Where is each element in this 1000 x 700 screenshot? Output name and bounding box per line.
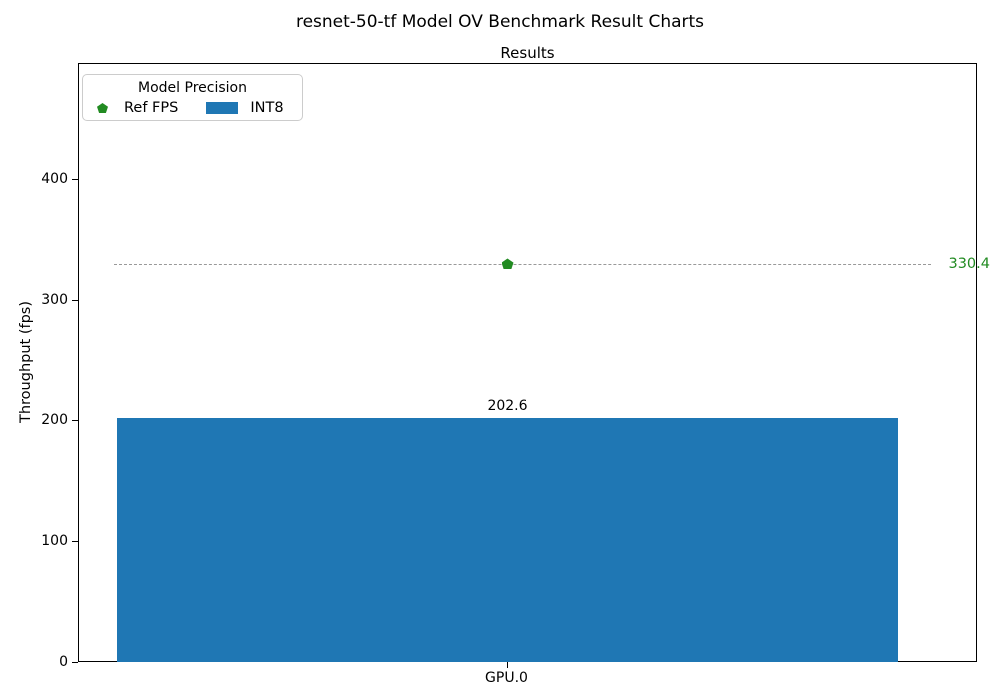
int8-color-swatch-icon [206, 102, 239, 114]
y-tick-label: 200 [41, 412, 68, 429]
legend-row: Ref FPS INT8 [83, 100, 302, 116]
y-tick-label: 300 [41, 291, 68, 308]
legend-item-ref-fps: Ref FPS [97, 100, 178, 116]
ref-fps-pentagon-marker-icon [501, 258, 514, 270]
y-tick-mark [72, 662, 78, 663]
y-tick-mark [72, 541, 78, 543]
ref-fps-dashed-line [114, 263, 931, 265]
legend-title: Model Precision [138, 80, 247, 96]
y-tick-mark [72, 420, 78, 422]
y-axis-label: Throughput (fps) [18, 300, 34, 424]
figure-title: resnet-50-tf Model OV Benchmark Result C… [295, 12, 705, 32]
pentagon-marker-icon [97, 103, 108, 113]
legend-item-label: Ref FPS [124, 100, 179, 116]
legend-item-int8: INT8 [178, 100, 284, 116]
axes-title: Results [500, 44, 555, 62]
bar-int8 [117, 418, 898, 662]
ref-fps-value-label: 330.4 [948, 256, 990, 273]
legend-item-label: INT8 [250, 100, 284, 116]
y-tick-mark [72, 178, 78, 180]
bar-value-label: 202.6 [487, 398, 528, 415]
plot-area: 202.6 330.4 Model Precision Ref FPS INT8 [78, 63, 990, 662]
y-tick-label: 0 [59, 654, 68, 670]
y-tick-label: 400 [41, 170, 68, 187]
x-tick-mark [506, 662, 508, 668]
y-tick-mark [72, 299, 78, 301]
y-tick-label: 100 [41, 533, 68, 550]
x-tick-label: GPU.0 [485, 670, 528, 686]
legend-box: Model Precision Ref FPS INT8 [82, 74, 303, 121]
